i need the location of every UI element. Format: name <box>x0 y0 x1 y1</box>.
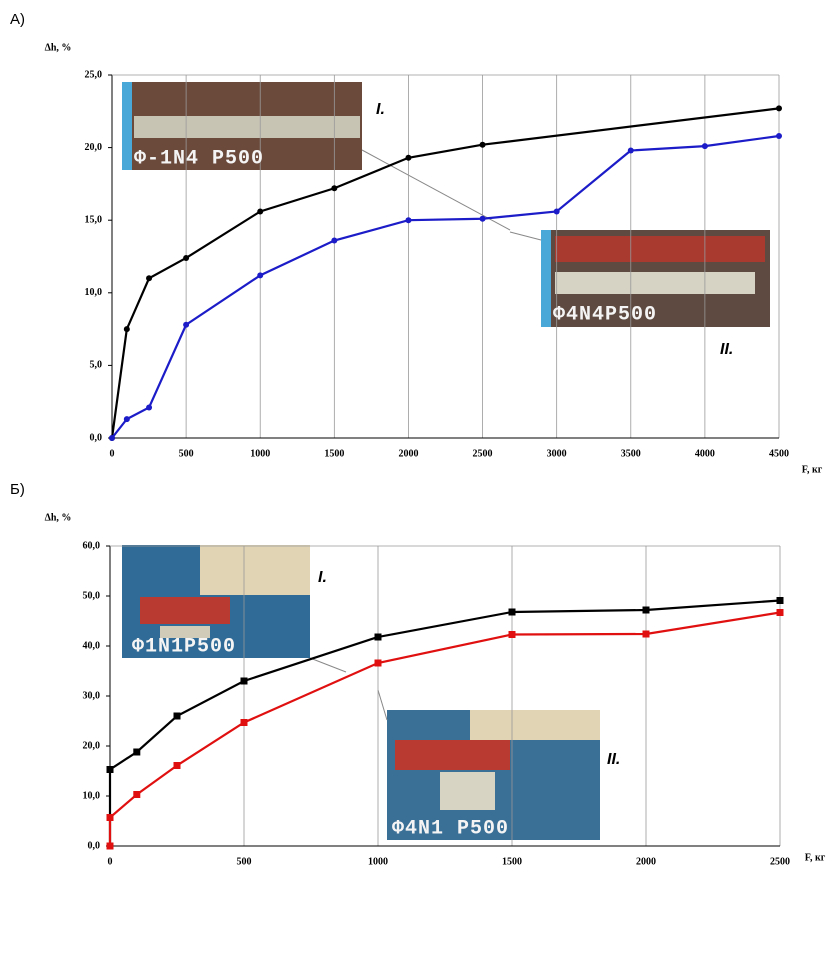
marker <box>241 678 248 685</box>
y-tick-label: 15,0 <box>85 214 103 225</box>
marker <box>643 631 650 638</box>
marker <box>554 208 560 214</box>
y-tick-label: 20,0 <box>85 142 103 153</box>
marker <box>776 133 782 139</box>
marker <box>331 238 337 244</box>
photo-label: Ф4N4P500 <box>553 303 657 326</box>
series-label: I. <box>376 101 385 118</box>
y-tick-label: 50,0 <box>83 590 101 601</box>
marker <box>257 208 263 214</box>
panel-label: А) <box>10 11 25 28</box>
marker <box>183 255 189 261</box>
y-tick-label: 0,0 <box>90 432 103 443</box>
x-tick-label: 500 <box>179 448 194 459</box>
series-label: II. <box>607 751 620 768</box>
y-tick-label: 0,0 <box>88 840 101 851</box>
marker <box>375 660 382 667</box>
x-tick-label: 3000 <box>547 448 567 459</box>
marker <box>702 143 708 149</box>
marker <box>133 749 140 756</box>
photo-label: Ф1N1P500 <box>132 635 236 658</box>
y-tick-label: 5,0 <box>90 360 103 371</box>
x-tick-label: 4500 <box>769 448 789 459</box>
marker <box>776 105 782 111</box>
x-tick-label: 0 <box>108 856 113 867</box>
y-tick-label: 40,0 <box>83 640 101 651</box>
marker <box>509 609 516 616</box>
y-tick-label: 10,0 <box>83 790 101 801</box>
x-tick-label: 3500 <box>621 448 641 459</box>
marker <box>405 155 411 161</box>
y-axis-label: Δh, % <box>45 512 72 523</box>
marker <box>480 142 486 148</box>
x-tick-label: 2000 <box>636 856 656 867</box>
marker <box>628 148 634 154</box>
marker <box>643 607 650 614</box>
marker <box>124 326 130 332</box>
panel-label: Б) <box>10 481 25 498</box>
marker <box>375 634 382 641</box>
marker <box>257 272 263 278</box>
marker <box>777 609 784 616</box>
x-tick-label: 2000 <box>398 448 418 459</box>
photo-label: Ф-1N4 P500 <box>134 147 264 170</box>
marker <box>133 791 140 798</box>
x-tick-label: 1500 <box>502 856 522 867</box>
x-tick-label: 1000 <box>250 448 270 459</box>
x-tick-label: 4000 <box>695 448 715 459</box>
marker <box>174 762 181 769</box>
marker <box>405 217 411 223</box>
x-tick-label: 2500 <box>770 856 790 867</box>
marker <box>241 719 248 726</box>
y-tick-label: 10,0 <box>85 287 103 298</box>
photo-label: Ф4N1 P500 <box>392 817 509 840</box>
marker <box>107 843 114 850</box>
marker <box>509 631 516 638</box>
y-tick-label: 20,0 <box>83 740 101 751</box>
marker <box>124 416 130 422</box>
y-axis-label: Δh, % <box>45 42 72 53</box>
x-tick-label: 500 <box>237 856 252 867</box>
x-tick-label: 1500 <box>324 448 344 459</box>
x-tick-label: 2500 <box>473 448 493 459</box>
x-axis-label: F, кг <box>802 464 823 475</box>
marker <box>480 216 486 222</box>
marker <box>174 713 181 720</box>
x-tick-label: 1000 <box>368 856 388 867</box>
series-label: II. <box>720 341 733 358</box>
marker <box>146 405 152 411</box>
y-tick-label: 25,0 <box>85 69 103 80</box>
marker <box>107 814 114 821</box>
y-tick-label: 30,0 <box>83 690 101 701</box>
marker <box>331 185 337 191</box>
marker <box>777 597 784 604</box>
y-tick-label: 60,0 <box>83 540 101 551</box>
marker <box>109 435 115 441</box>
x-tick-label: 0 <box>110 448 115 459</box>
marker <box>107 766 114 773</box>
marker <box>146 275 152 281</box>
figure: А) Δh, % F, кг 0,0 5,0 10,0 15,0 20,0 25,0 0 500 10… <box>0 0 830 972</box>
marker <box>183 322 189 328</box>
x-axis-label: F, кг <box>805 852 826 863</box>
series-label: I. <box>318 569 327 586</box>
